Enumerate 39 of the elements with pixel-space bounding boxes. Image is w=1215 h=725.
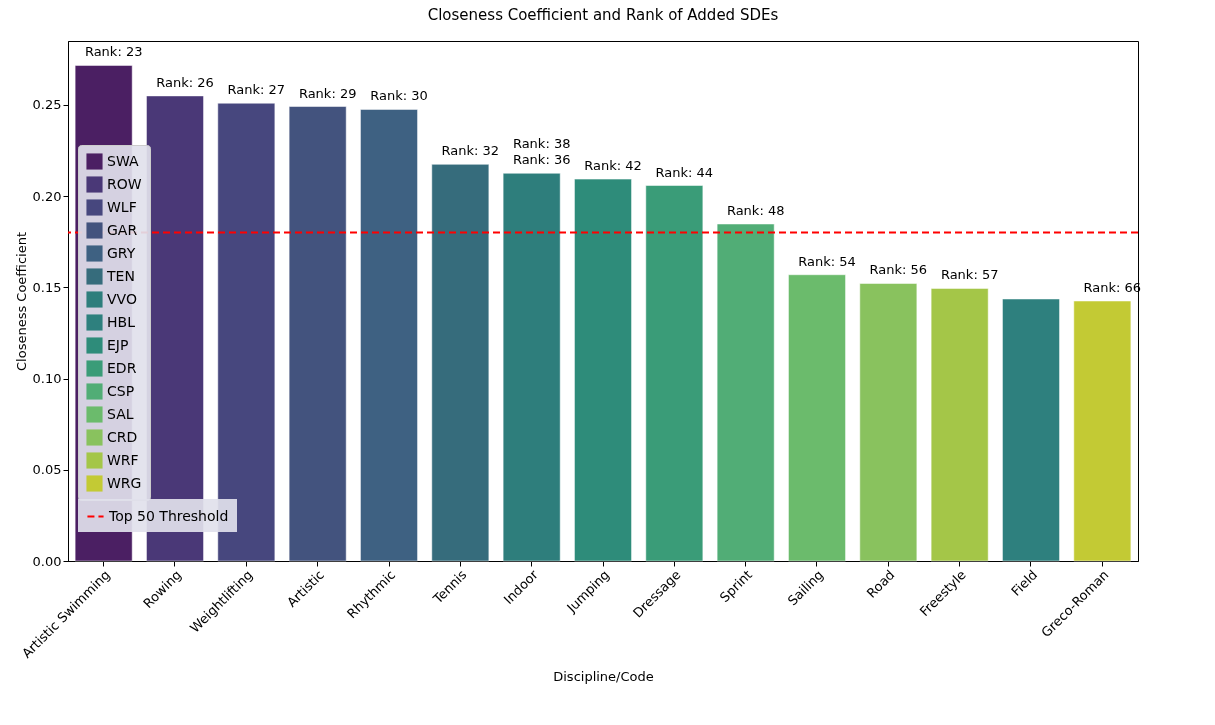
legend-label: SWA — [107, 152, 139, 169]
annotation: Rank: 38 — [512, 136, 571, 152]
annotation: Rank: 57 — [940, 267, 999, 283]
y-tick-label: 0.10 — [32, 371, 62, 387]
legend-label: WRG — [107, 474, 142, 491]
legend-label: SAL — [107, 405, 134, 422]
y-axis-title: Closeness Coefficient — [13, 231, 29, 372]
legend-label: CSP — [107, 382, 135, 399]
legend-label: WLF — [107, 198, 137, 215]
y-tick-label: 0.25 — [32, 97, 62, 113]
annotation: Rank: 48 — [726, 203, 785, 218]
legend-label: VVO — [107, 290, 137, 307]
annotation: Rank: 32 — [441, 143, 500, 159]
legend-label: Top 50 Threshold — [108, 507, 229, 524]
chart-title: Closeness Coefficient and Rank of Added SDEs — [427, 6, 779, 24]
legend-label: CRD — [107, 428, 138, 445]
annotation: Rank: 30 — [370, 88, 428, 104]
y-tick-label: 0.05 — [32, 462, 62, 478]
annotation: Rank: 23 — [84, 44, 143, 60]
legend-label: ROW — [107, 175, 142, 192]
legend-label: HBL — [107, 313, 136, 330]
legend-label: WRF — [107, 451, 139, 468]
y-tick-label: 0.00 — [32, 553, 62, 569]
legend-label: GAR — [107, 221, 138, 238]
x-axis-title: Discipline/Code — [553, 668, 654, 684]
legend-label: TEN — [106, 267, 135, 284]
annotation: Rank: 29 — [298, 85, 357, 101]
legend-label: EJP — [107, 336, 129, 353]
annotation: Rank: 56 — [869, 262, 928, 278]
legend-label: GRY — [107, 244, 136, 261]
annotation: Rank: 36 — [512, 152, 571, 168]
legend-label: EDR — [107, 359, 137, 376]
y-tick-label: 0.20 — [32, 188, 62, 204]
annotation: Rank: 44 — [655, 164, 714, 180]
annotation: Rank: 54 — [798, 253, 856, 269]
y-tick-label: 0.15 — [32, 279, 62, 295]
annotation: Rank: 42 — [584, 158, 642, 174]
annotation: Rank: 26 — [156, 74, 214, 90]
annotation: Rank: 27 — [227, 82, 286, 98]
